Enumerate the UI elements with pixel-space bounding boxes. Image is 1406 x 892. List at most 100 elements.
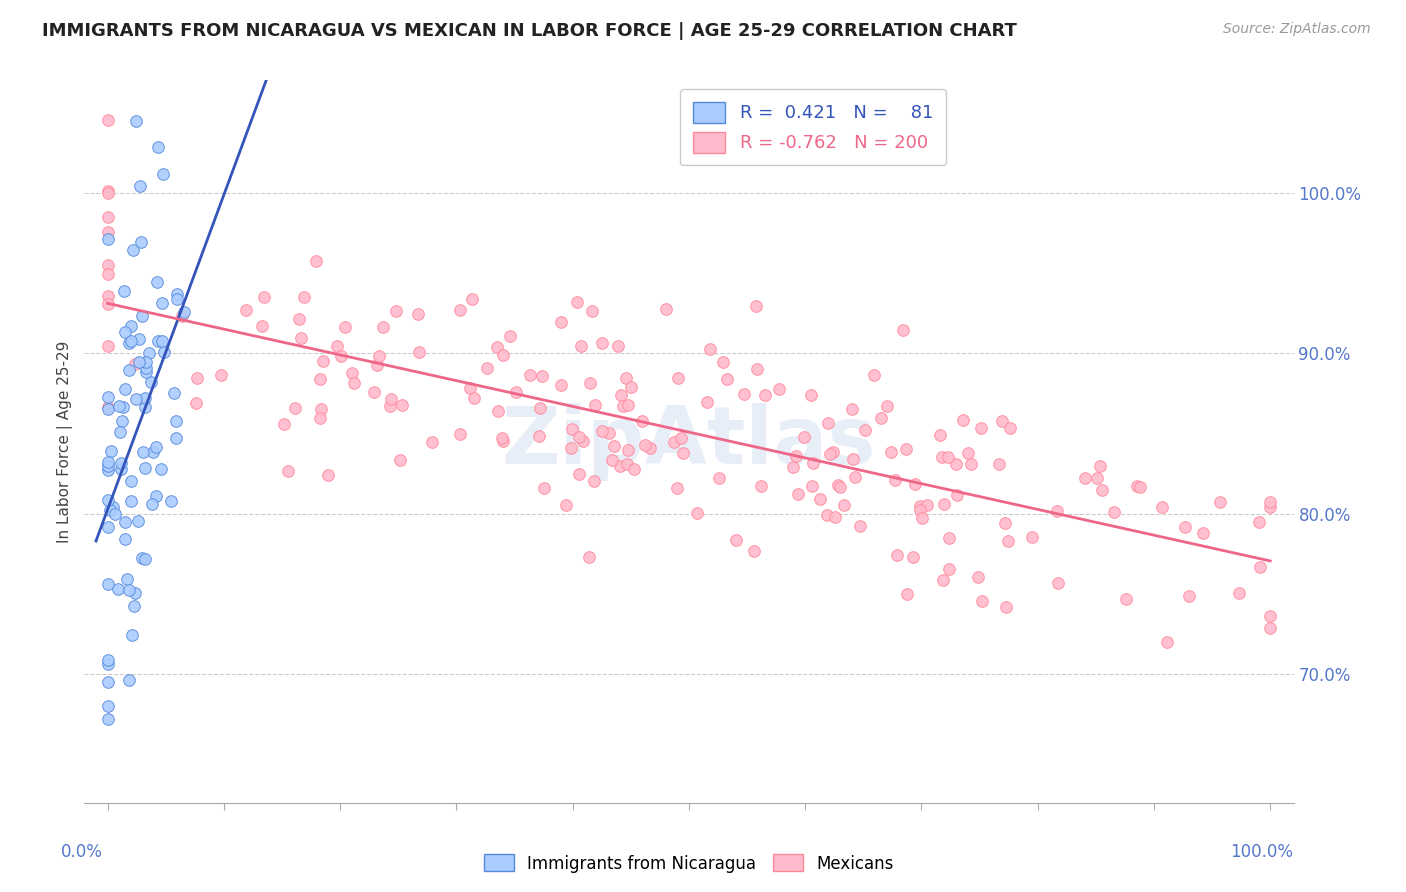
Point	[911, 510, 934, 524]
Point	[284, 401, 307, 415]
Point	[793, 430, 815, 444]
Point	[600, 453, 623, 467]
Point	[120, 318, 142, 333]
Point	[733, 386, 755, 401]
Point	[994, 516, 1017, 531]
Point	[1247, 515, 1270, 529]
Point	[142, 445, 165, 459]
Point	[125, 114, 148, 128]
Point	[160, 493, 183, 508]
Point	[122, 599, 145, 613]
Point	[591, 424, 613, 438]
Point	[744, 299, 766, 313]
Point	[555, 499, 578, 513]
Point	[131, 310, 153, 324]
Point	[529, 401, 551, 415]
Point	[768, 382, 790, 396]
Point	[749, 478, 772, 492]
Point	[568, 467, 591, 481]
Point	[308, 410, 330, 425]
Point	[533, 482, 555, 496]
Point	[97, 338, 120, 352]
Point	[883, 473, 905, 487]
Point	[135, 355, 157, 369]
Point	[686, 506, 709, 520]
Point	[163, 386, 186, 401]
Point	[844, 469, 866, 483]
Point	[1129, 480, 1152, 494]
Point	[128, 355, 150, 369]
Point	[696, 395, 718, 409]
Point	[97, 390, 120, 404]
Point	[235, 302, 257, 317]
Point	[591, 336, 613, 351]
Point	[408, 345, 430, 359]
Point	[165, 431, 187, 445]
Point	[634, 437, 657, 451]
Point	[527, 428, 550, 442]
Point	[550, 378, 572, 392]
Point	[253, 290, 276, 304]
Point	[901, 549, 924, 564]
Point	[853, 423, 876, 437]
Text: ZipAtlas: ZipAtlas	[502, 402, 876, 481]
Point	[114, 515, 136, 529]
Point	[477, 361, 499, 376]
Point	[610, 388, 633, 402]
Point	[273, 417, 295, 432]
Point	[305, 253, 328, 268]
Point	[886, 548, 908, 562]
Text: 0.0%: 0.0%	[60, 843, 103, 861]
Point	[849, 518, 872, 533]
Point	[122, 244, 145, 258]
Point	[114, 382, 136, 396]
Point	[312, 354, 335, 368]
Point	[309, 401, 332, 416]
Point	[786, 487, 808, 501]
Point	[461, 292, 484, 306]
Point	[880, 445, 903, 459]
Point	[623, 462, 645, 476]
Point	[808, 491, 831, 506]
Point	[946, 488, 969, 502]
Point	[103, 500, 125, 514]
Point	[292, 290, 315, 304]
Point	[560, 442, 582, 456]
Point	[124, 586, 146, 600]
Point	[565, 295, 588, 310]
Point	[330, 349, 353, 363]
Point	[276, 464, 298, 478]
Point	[97, 297, 120, 311]
Point	[669, 431, 692, 445]
Point	[612, 399, 634, 413]
Point	[108, 425, 131, 439]
Point	[97, 520, 120, 534]
Point	[146, 334, 169, 348]
Point	[620, 380, 643, 394]
Point	[578, 376, 600, 390]
Point	[711, 355, 734, 369]
Point	[876, 399, 898, 413]
Point	[931, 573, 953, 587]
Point	[824, 510, 846, 524]
Point	[458, 381, 481, 395]
Text: IMMIGRANTS FROM NICARAGUA VS MEXICAN IN LABOR FORCE | AGE 25-29 CORRELATION CHAR: IMMIGRANTS FROM NICARAGUA VS MEXICAN IN …	[42, 22, 1017, 40]
Point	[938, 562, 960, 576]
Point	[138, 345, 160, 359]
Point	[97, 712, 120, 726]
Point	[149, 462, 172, 476]
Point	[134, 400, 156, 414]
Point	[945, 457, 967, 471]
Point	[97, 698, 120, 713]
Point	[288, 312, 311, 326]
Point	[893, 323, 915, 337]
Point	[1125, 478, 1147, 492]
Point	[1258, 621, 1281, 635]
Point	[290, 330, 312, 344]
Point	[384, 304, 406, 318]
Point	[820, 447, 842, 461]
Point	[363, 385, 385, 400]
Point	[870, 410, 893, 425]
Point	[1046, 504, 1069, 518]
Point	[366, 358, 388, 372]
